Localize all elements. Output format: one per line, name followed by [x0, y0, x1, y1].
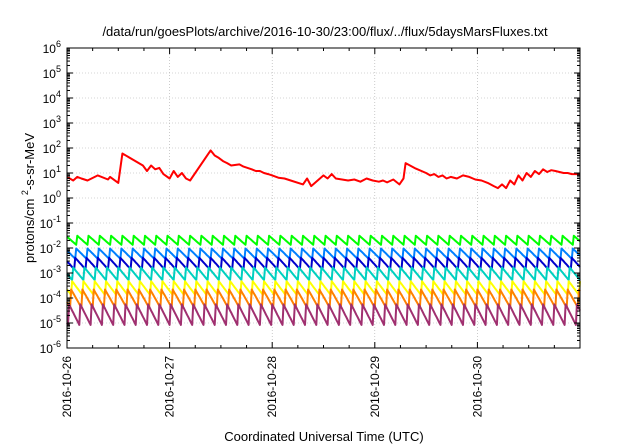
y-tick-label: 10-4 [40, 289, 61, 306]
y-tick-label: 102 [43, 139, 61, 156]
y-tick-label: 105 [43, 64, 61, 81]
y-tick-label: 10-6 [40, 339, 61, 356]
plot-frame [66, 47, 581, 349]
series-line [66, 149, 580, 190]
series-line [66, 234, 581, 246]
series-line [66, 288, 581, 309]
series-layer [66, 149, 581, 326]
series-line [66, 266, 581, 281]
y-tick-label: 10-5 [40, 314, 61, 331]
y-axis-label: protons/cm 2-s-sr-MeV [20, 133, 37, 263]
y-tick-label: 10-3 [40, 264, 61, 281]
x-tick-label: 2016-10-30 [470, 356, 484, 418]
chart-title: /data/run/goesPlots/archive/2016-10-30/2… [102, 24, 548, 39]
x-tick-label: 2016-10-28 [265, 356, 279, 418]
x-tick-label: 2016-10-27 [163, 356, 177, 418]
y-tick-label: 10-2 [40, 239, 61, 256]
x-tick-label: 2016-10-29 [368, 356, 382, 418]
y-axis-label-text: protons/cm [22, 199, 37, 263]
y-tick-label: 104 [43, 89, 61, 106]
series-line [66, 303, 581, 326]
x-axis-label: Coordinated Universal Time (UTC) [224, 429, 423, 444]
y-tick-label: 103 [43, 114, 61, 131]
y-tick-label: 10-1 [40, 214, 61, 231]
x-tick-label: 2016-10-26 [60, 356, 74, 418]
y-tick-label: 106 [43, 39, 61, 56]
x-axis: 2016-10-26 2016-10-27 2016-10-28 2016-10-29… [60, 48, 581, 418]
y-tick-label: 100 [43, 189, 61, 206]
y-axis: 106 105 104 103 102 101 100 10-1 10-2 10-3 10-4 10-… [40, 39, 580, 356]
grid [67, 48, 580, 348]
y-tick-label: 101 [43, 164, 61, 181]
series-line [66, 280, 581, 296]
